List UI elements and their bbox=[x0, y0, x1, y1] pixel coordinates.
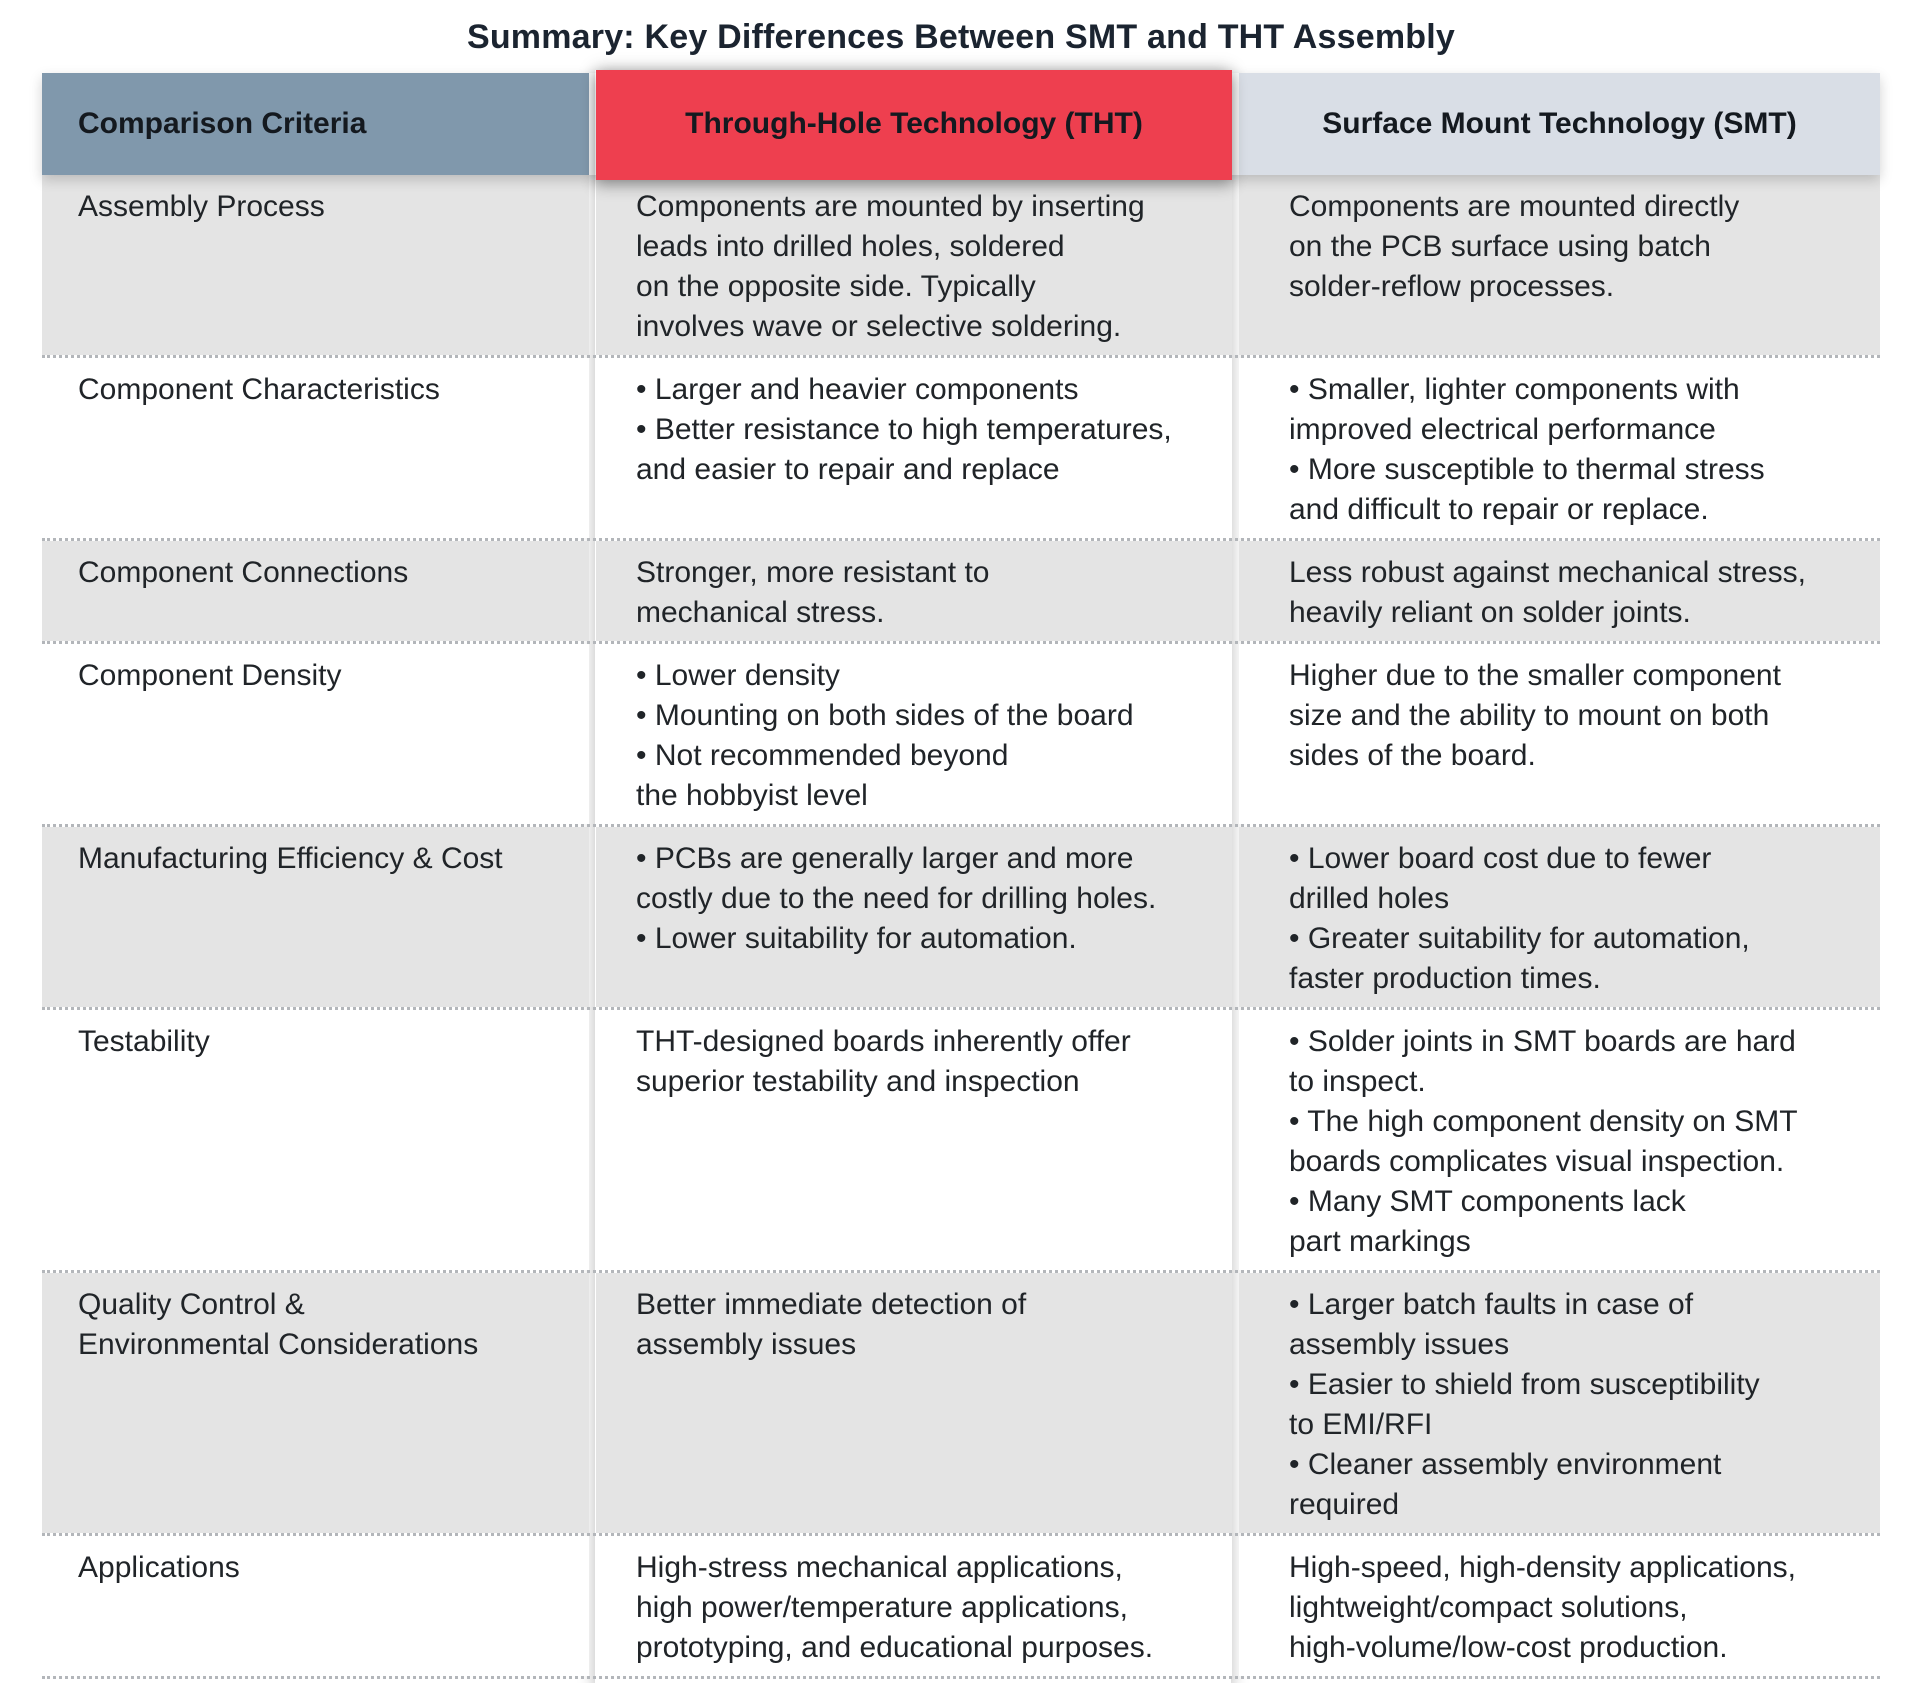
smt-cell: Higher due to the smaller component size… bbox=[1239, 644, 1880, 824]
criteria-cell: Assembly Process bbox=[42, 175, 589, 355]
header-label-tht: Through-Hole Technology (THT) bbox=[685, 107, 1143, 140]
text-paragraph: Stronger, more resistant to mechanical s… bbox=[636, 556, 990, 629]
bullet-item: • Smaller, lighter components with impro… bbox=[1289, 373, 1740, 446]
table-row: Component Density • Lower density • Mounti… bbox=[42, 644, 1880, 827]
table-row: Testability THT-designed boards inherentl… bbox=[42, 1010, 1880, 1273]
bullet-item: • PCBs are generally larger and more cos… bbox=[636, 842, 1157, 915]
criteria-cell: Applications bbox=[42, 1536, 589, 1676]
bullet-item: • The high component density on SMT boar… bbox=[1289, 1105, 1798, 1178]
bullet-item: • More susceptible to thermal stress and… bbox=[1289, 453, 1765, 526]
bullet-item: • Greater suitability for automation, fa… bbox=[1289, 922, 1750, 995]
bullet-item: • Larger batch faults in case of assembl… bbox=[1289, 1288, 1694, 1361]
table-row: Component Connections Stronger, more resi… bbox=[42, 541, 1880, 644]
tht-cell: THT-designed boards inherently offer sup… bbox=[596, 1010, 1232, 1270]
text-paragraph: Higher due to the smaller component size… bbox=[1289, 659, 1781, 772]
text-paragraph: THT-designed boards inherently offer sup… bbox=[636, 1025, 1131, 1098]
text-paragraph: Components are mounted by inserting lead… bbox=[636, 190, 1145, 343]
bullet-item: • Lower board cost due to fewer drilled … bbox=[1289, 842, 1712, 915]
text-paragraph: High-stress mechanical applications, hig… bbox=[636, 1551, 1154, 1664]
criteria-cell: Quality Control & Environmental Consider… bbox=[42, 1273, 589, 1533]
criteria-cell: Manufacturing Efficiency & Cost bbox=[42, 827, 589, 1007]
tht-cell: Stronger, more resistant to mechanical s… bbox=[596, 541, 1232, 641]
table-header-row: Comparison Criteria Through-Hole Technol… bbox=[42, 70, 1880, 180]
bullet-item: • Solder joints in SMT boards are hard t… bbox=[1289, 1025, 1796, 1098]
smt-cell: • Smaller, lighter components with impro… bbox=[1239, 358, 1880, 538]
table-row: Applications High-stress mechanical appli… bbox=[42, 1536, 1880, 1679]
smt-cell: Components are mounted directly on the P… bbox=[1239, 175, 1880, 355]
table-row: Component Characteristics • Larger and he… bbox=[42, 358, 1880, 541]
header-cell-tht: Through-Hole Technology (THT) bbox=[596, 70, 1232, 180]
tht-cell: Components are mounted by inserting lead… bbox=[596, 175, 1232, 355]
smt-cell: • Larger batch faults in case of assembl… bbox=[1239, 1273, 1880, 1533]
text-paragraph: Components are mounted directly on the P… bbox=[1289, 190, 1740, 303]
header-label-criteria: Comparison Criteria bbox=[78, 107, 367, 140]
criteria-cell: Component Connections bbox=[42, 541, 589, 641]
table-body: Assembly Process Components are mounted b… bbox=[42, 175, 1880, 1679]
criteria-cell: Component Density bbox=[42, 644, 589, 824]
header-cell-smt: Surface Mount Technology (SMT) bbox=[1239, 73, 1880, 175]
tht-cell: High-stress mechanical applications, hig… bbox=[596, 1536, 1232, 1676]
bullet-item: • Mounting on both sides of the board bbox=[636, 699, 1134, 732]
bullet-item: • Lower density bbox=[636, 659, 840, 692]
criteria-cell: Component Characteristics bbox=[42, 358, 589, 538]
bullet-item: • Many SMT components lack part markings bbox=[1289, 1185, 1686, 1258]
bullet-item: • Easier to shield from susceptibility t… bbox=[1289, 1368, 1760, 1441]
tht-cell: • PCBs are generally larger and more cos… bbox=[596, 827, 1232, 1007]
smt-cell: High-speed, high-density applications, l… bbox=[1239, 1536, 1880, 1676]
criteria-cell: Testability bbox=[42, 1010, 589, 1270]
tht-cell: • Lower density • Mounting on both sides … bbox=[596, 644, 1232, 824]
page-title: Summary: Key Differences Between SMT and… bbox=[466, 18, 1456, 56]
text-paragraph: High-speed, high-density applications, l… bbox=[1289, 1551, 1796, 1664]
smt-cell: • Lower board cost due to fewer drilled … bbox=[1239, 827, 1880, 1007]
comparison-table: Comparison Criteria Through-Hole Technol… bbox=[42, 70, 1880, 1683]
bullet-item: • Larger and heavier components bbox=[636, 373, 1079, 406]
tht-cell: • Larger and heavier components • Better … bbox=[596, 358, 1232, 538]
bullet-item: • Lower suitability for automation. bbox=[636, 922, 1077, 955]
bullet-item: • Cleaner assembly environment required bbox=[1289, 1448, 1722, 1521]
bullet-item: • Not recommended beyond the hobbyist le… bbox=[636, 739, 1009, 812]
header-label-smt: Surface Mount Technology (SMT) bbox=[1322, 107, 1797, 140]
bullet-item: • Better resistance to high temperatures… bbox=[636, 413, 1172, 486]
table-row: Quality Control & Environmental Consider… bbox=[42, 1273, 1880, 1536]
tht-cell: Better immediate detection of assembly i… bbox=[596, 1273, 1232, 1533]
text-paragraph: Less robust against mechanical stress, h… bbox=[1289, 556, 1806, 629]
table-row: Assembly Process Components are mounted b… bbox=[42, 175, 1880, 358]
header-cell-criteria: Comparison Criteria bbox=[42, 73, 589, 175]
smt-cell: • Solder joints in SMT boards are hard t… bbox=[1239, 1010, 1880, 1270]
table-row: Manufacturing Efficiency & Cost • PCBs ar… bbox=[42, 827, 1880, 1010]
smt-cell: Less robust against mechanical stress, h… bbox=[1239, 541, 1880, 641]
text-paragraph: Better immediate detection of assembly i… bbox=[636, 1288, 1027, 1361]
